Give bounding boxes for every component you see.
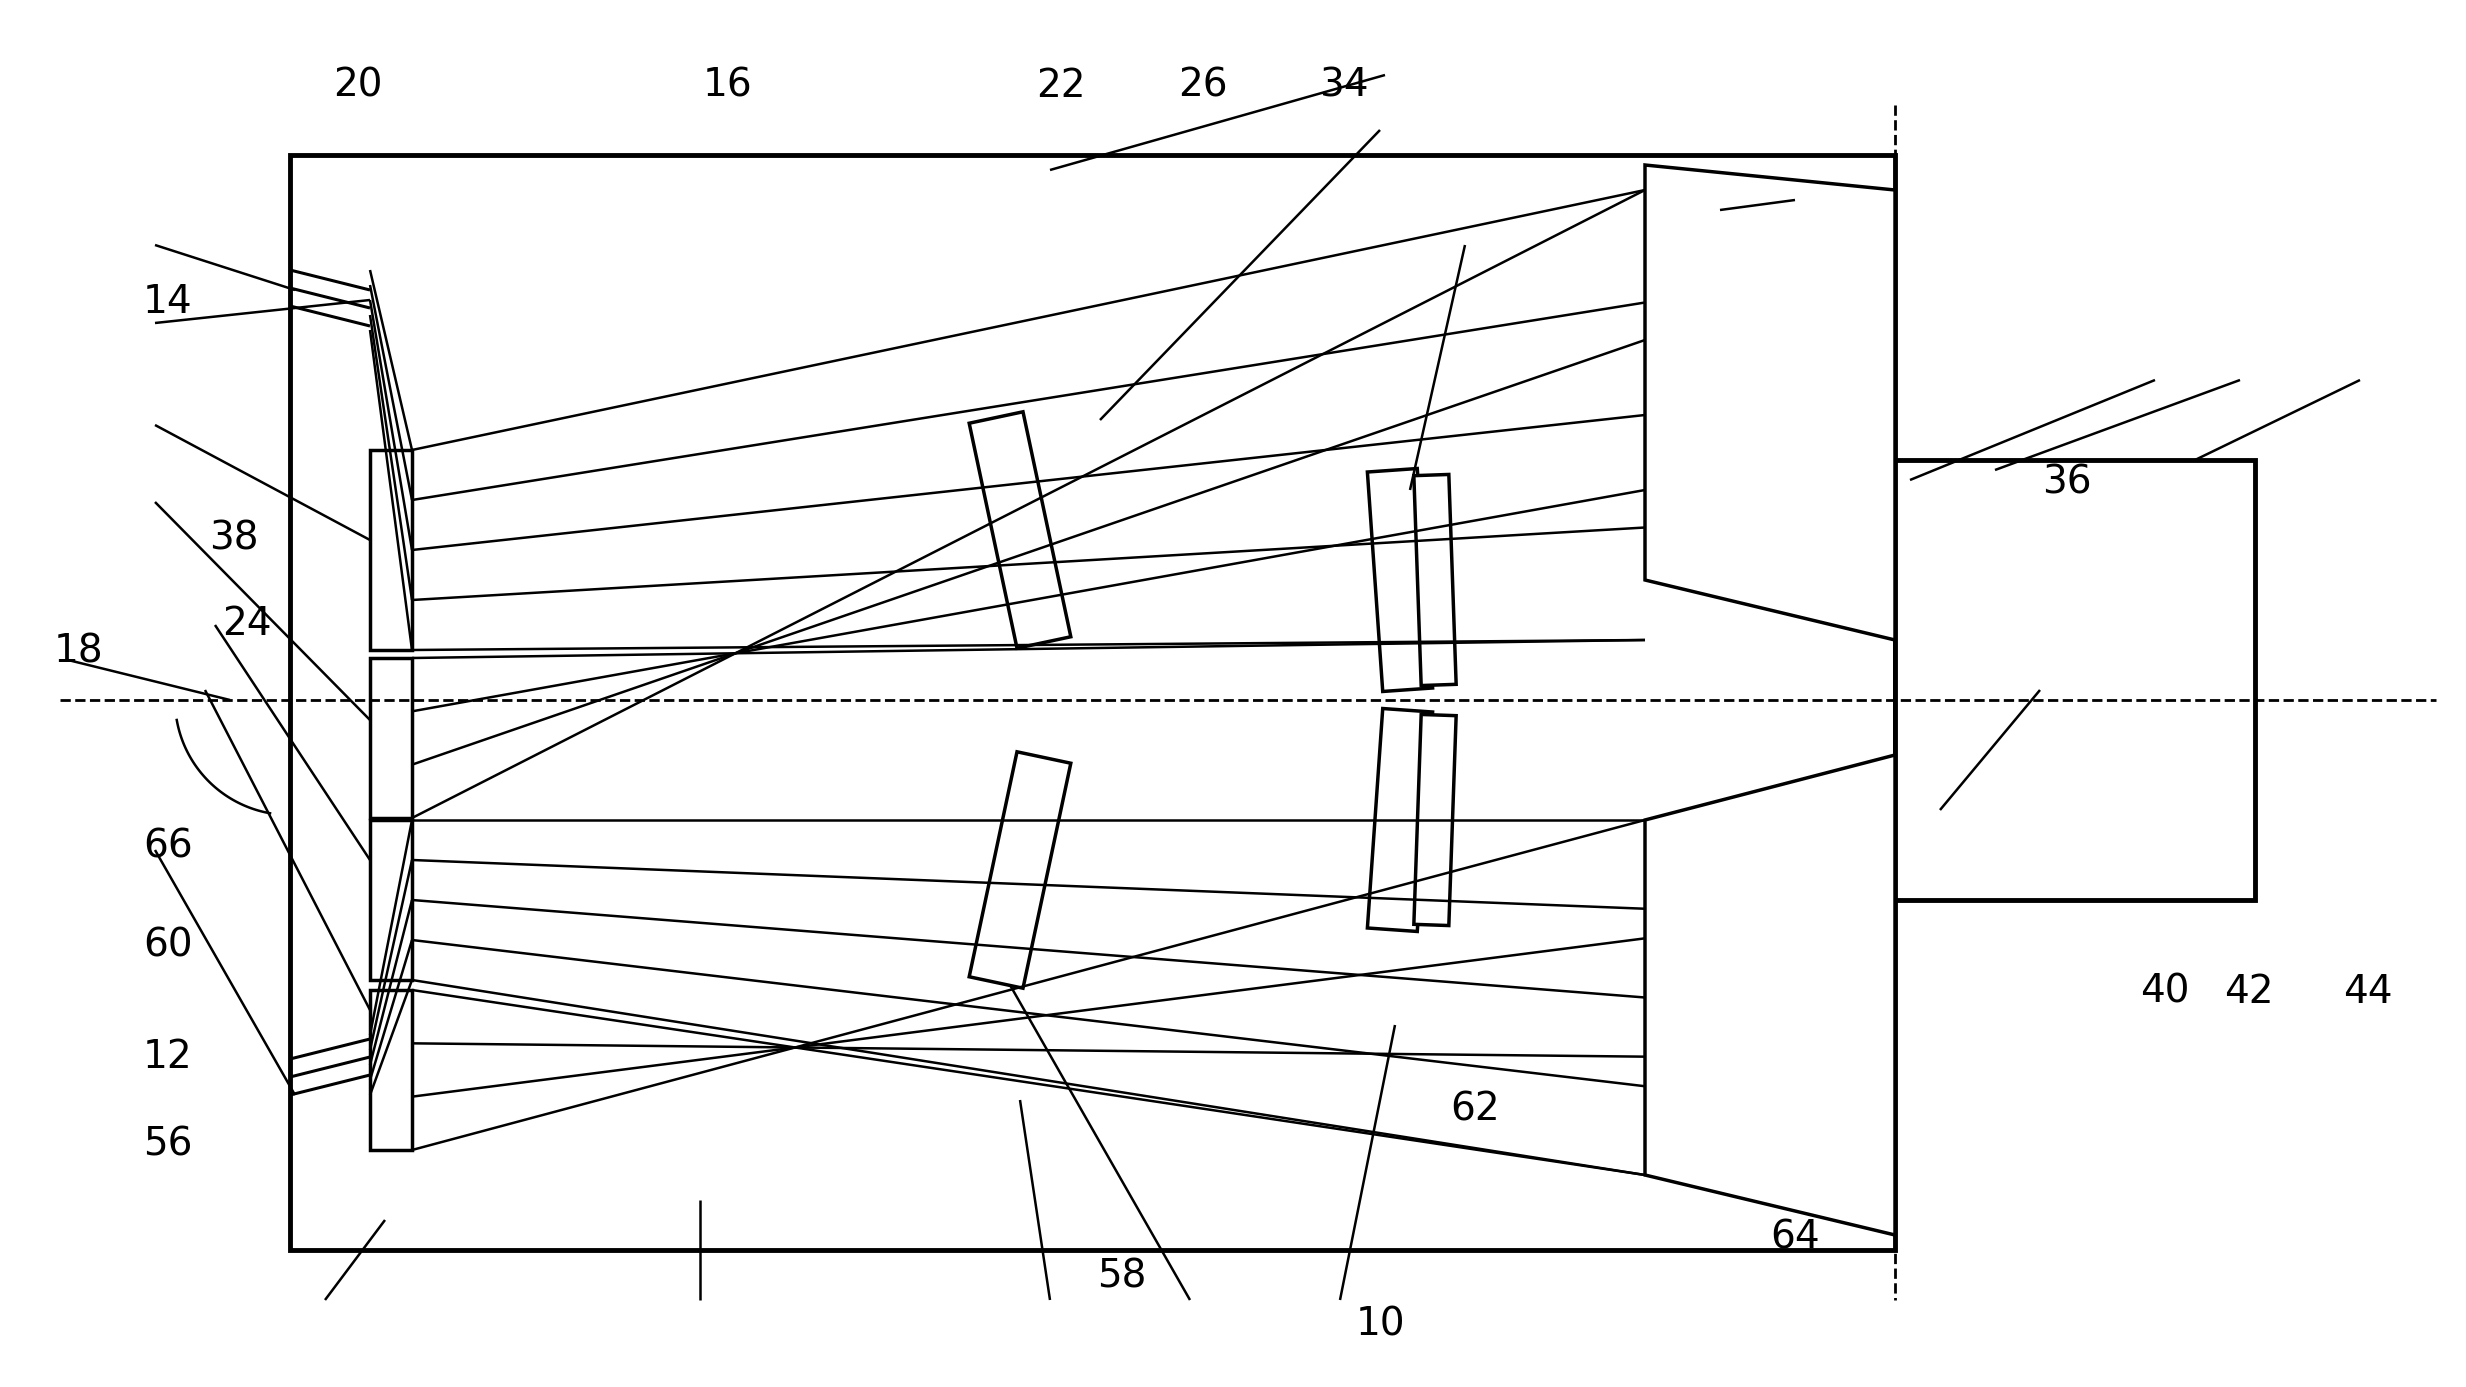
Text: 26: 26 — [1179, 67, 1228, 105]
Text: 60: 60 — [143, 927, 192, 965]
Polygon shape — [1645, 755, 1894, 1234]
Bar — [1894, 460, 2254, 900]
Text: 14: 14 — [143, 283, 192, 322]
Text: 24: 24 — [222, 605, 271, 644]
Text: 36: 36 — [2042, 463, 2091, 502]
Bar — [370, 820, 412, 981]
Text: 10: 10 — [1356, 1305, 1406, 1344]
Text: 44: 44 — [2343, 972, 2392, 1011]
Polygon shape — [1366, 469, 1433, 692]
Polygon shape — [1645, 165, 1894, 639]
Text: 58: 58 — [1097, 1257, 1147, 1295]
Text: 66: 66 — [143, 827, 192, 865]
Polygon shape — [1413, 474, 1455, 685]
Bar — [370, 449, 412, 651]
Text: 40: 40 — [2140, 972, 2190, 1011]
Text: 38: 38 — [210, 519, 259, 558]
Text: 16: 16 — [703, 67, 752, 105]
Text: 62: 62 — [1450, 1090, 1499, 1129]
Polygon shape — [969, 752, 1070, 988]
Text: 56: 56 — [143, 1125, 192, 1164]
Polygon shape — [1413, 714, 1455, 925]
Polygon shape — [969, 412, 1070, 648]
Text: 34: 34 — [1319, 67, 1369, 105]
Text: 42: 42 — [2224, 972, 2274, 1011]
Text: 12: 12 — [143, 1037, 192, 1076]
Bar — [370, 990, 412, 1150]
Text: 64: 64 — [1771, 1218, 1820, 1257]
Bar — [370, 657, 412, 818]
Bar — [291, 155, 1894, 1250]
Polygon shape — [1366, 709, 1433, 932]
Text: 18: 18 — [54, 632, 104, 671]
Text: 20: 20 — [333, 67, 382, 105]
Text: 22: 22 — [1036, 67, 1085, 105]
